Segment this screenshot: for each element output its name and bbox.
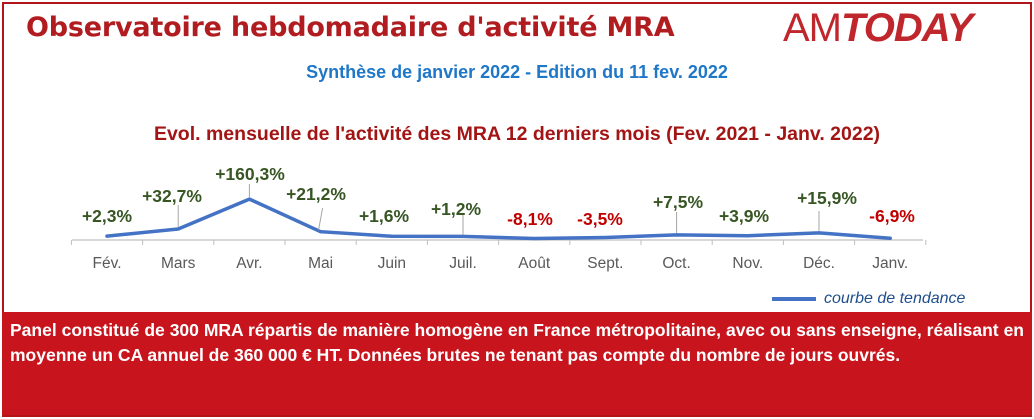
x-tick-label: Avr. bbox=[236, 255, 262, 272]
data-label: +32,7% bbox=[142, 186, 202, 206]
x-tick-label: Sept. bbox=[587, 255, 623, 272]
x-tick-label: Mars bbox=[161, 255, 196, 272]
data-label: -8,1% bbox=[507, 209, 553, 229]
series-line bbox=[105, 197, 892, 241]
data-label: -6,9% bbox=[869, 206, 915, 226]
x-tick-label: Mai bbox=[308, 255, 333, 272]
data-label: +1,2% bbox=[431, 199, 482, 219]
chart-legend: courbe de tendance bbox=[772, 290, 965, 308]
data-point bbox=[176, 227, 180, 231]
data-label-leader bbox=[318, 207, 324, 230]
x-tick-label: Août bbox=[518, 255, 551, 272]
data-point bbox=[247, 197, 251, 201]
legend-line-swatch bbox=[772, 296, 816, 301]
amtoday-logo: AMTODAY bbox=[783, 6, 973, 51]
data-label: +21,2% bbox=[286, 184, 346, 204]
logo-prefix: AM bbox=[783, 6, 842, 50]
legend-label: courbe de tendance bbox=[824, 290, 966, 307]
page-title: Observatoire hebdomadaire d'activité MRA bbox=[26, 12, 675, 43]
x-tick-label: Nov. bbox=[732, 255, 763, 272]
data-label: +1,6% bbox=[359, 206, 410, 226]
trend-chart: +2,3% +32,7% +160,3%+21,2% +1,6% +1,2% -8,1% -… bbox=[70, 164, 927, 272]
data-point bbox=[888, 236, 892, 240]
data-label: +3,9% bbox=[719, 206, 770, 226]
data-point bbox=[319, 230, 323, 234]
data-point bbox=[532, 237, 536, 241]
x-tick-label: Juil. bbox=[449, 255, 477, 272]
data-label: +160,3% bbox=[215, 164, 285, 184]
data-point bbox=[105, 234, 109, 238]
x-tick-label: Déc. bbox=[803, 255, 835, 272]
data-point bbox=[746, 234, 750, 238]
data-point bbox=[603, 235, 607, 239]
x-tick-label: Fév. bbox=[93, 255, 122, 272]
page-subtitle: Synthèse de janvier 2022 - Edition du 11… bbox=[306, 62, 728, 82]
chart-title: Evol. mensuelle de l'activité des MRA 12… bbox=[153, 123, 881, 145]
data-point bbox=[817, 231, 821, 235]
x-tick-label: Janv. bbox=[872, 255, 908, 272]
data-label: +2,3% bbox=[82, 206, 133, 226]
x-tick-label: Oct. bbox=[662, 255, 690, 272]
data-label: -3,5% bbox=[577, 209, 623, 229]
logo-suffix: TODAY bbox=[841, 6, 973, 50]
data-point bbox=[390, 234, 394, 238]
data-label: +7,5% bbox=[653, 192, 704, 212]
data-point bbox=[461, 234, 465, 238]
panel-description: Panel constitué de 300 MRA répartis de m… bbox=[2, 312, 1032, 415]
x-tick-label: Juin bbox=[378, 255, 406, 272]
data-point bbox=[675, 233, 679, 237]
data-label: +15,9% bbox=[797, 188, 857, 208]
